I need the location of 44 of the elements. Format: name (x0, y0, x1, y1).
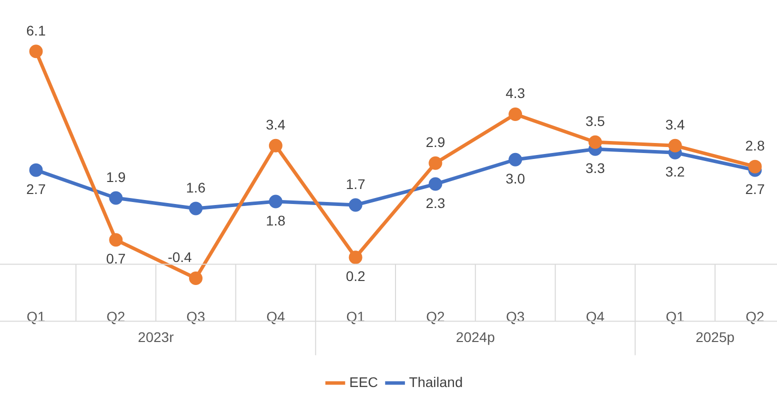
legend-label: EEC (349, 374, 378, 390)
data-label: 3.0 (506, 170, 526, 186)
data-label: 3.5 (585, 113, 606, 130)
point (348, 198, 362, 212)
data-label: 2.3 (426, 194, 446, 211)
point (268, 138, 282, 152)
point (189, 202, 203, 216)
data-label: 4.3 (506, 85, 526, 102)
text: 2024p (456, 329, 496, 346)
point (748, 160, 762, 174)
point (29, 44, 43, 58)
point (508, 107, 522, 121)
legend-label: Thailand (409, 374, 463, 390)
x-tick-label: Q4 (266, 308, 286, 324)
data-label: 6.1 (26, 22, 46, 38)
data-label: 1.7 (346, 176, 366, 192)
data-label: 1.6 (186, 179, 206, 196)
data-label: 0.2 (346, 268, 366, 284)
data-label: 3.2 (665, 163, 686, 180)
data-label: 3.4 (266, 116, 286, 132)
point (668, 138, 682, 152)
point (348, 250, 362, 264)
data-label: 0.7 (106, 250, 126, 267)
data-label: 1.9 (106, 168, 126, 185)
point (428, 156, 442, 170)
x-tick-label: Q4 (586, 308, 605, 324)
data-label: 2.9 (426, 134, 446, 150)
data-label: 1.8 (266, 212, 286, 228)
point (189, 272, 203, 286)
data-label: 3.4 (665, 116, 686, 132)
data-label: 2.7 (26, 180, 46, 197)
point (109, 191, 123, 205)
text: 2025p (696, 329, 735, 346)
point (588, 135, 602, 149)
data-label: 2.8 (745, 137, 765, 154)
data-label: 3.3 (585, 160, 606, 176)
point (428, 177, 442, 191)
point (29, 163, 43, 177)
data-label: 2.7 (745, 180, 765, 197)
point (508, 152, 522, 166)
point (268, 194, 282, 208)
data-label: -0.4 (168, 249, 192, 266)
text: 2023r (138, 329, 174, 346)
point (109, 233, 123, 247)
